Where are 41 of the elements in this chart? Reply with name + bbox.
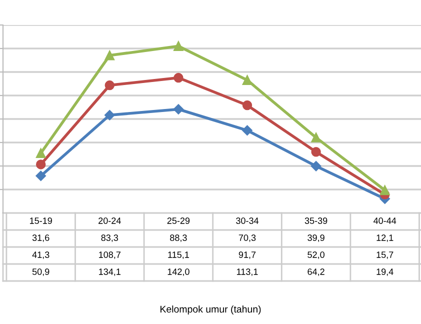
data-label: 31,6 [32,234,50,242]
data-label: 142,0 [168,268,190,276]
data-label: 41,3 [32,252,50,259]
point [311,132,321,142]
x-tick-label: 20-24 [98,218,121,224]
data-label: 113,1 [236,268,258,276]
x-tick-label: 30-34 [236,218,259,224]
data-label: 64,2 [308,268,324,276]
data-label: 52,0 [308,252,324,259]
point [242,75,252,85]
data-label: 88,3 [170,234,187,242]
point [104,80,114,90]
point [104,110,115,120]
point [104,50,114,60]
x-tick-label: 40-44 [374,218,396,224]
point [36,160,46,170]
point [311,147,321,157]
x-tick-label: 25-29 [167,218,190,224]
point [36,170,46,181]
data-label: 108,7 [99,252,120,259]
data-label: 115,1 [168,252,189,259]
data-label: 83,3 [101,234,118,242]
x-tick-label: 15-19 [30,218,52,224]
text: Kelompok umur (tahun) [160,305,261,315]
data-label: 91,7 [238,252,256,259]
point [242,100,252,110]
data-label: 70,3 [238,234,256,242]
point [36,148,46,158]
point [173,104,184,114]
point [242,125,252,136]
point [174,41,184,52]
data-label: 15,7 [376,252,394,259]
data-label: 12,1 [376,234,394,242]
point [310,161,322,172]
point [380,185,390,196]
x-tick-label: 35-39 [304,218,328,224]
data-label: 50,9 [32,268,50,276]
data-label: 19,4 [376,268,394,276]
data-label: 134,1 [99,268,120,276]
point [174,72,184,83]
data-label: 39,9 [308,234,324,242]
